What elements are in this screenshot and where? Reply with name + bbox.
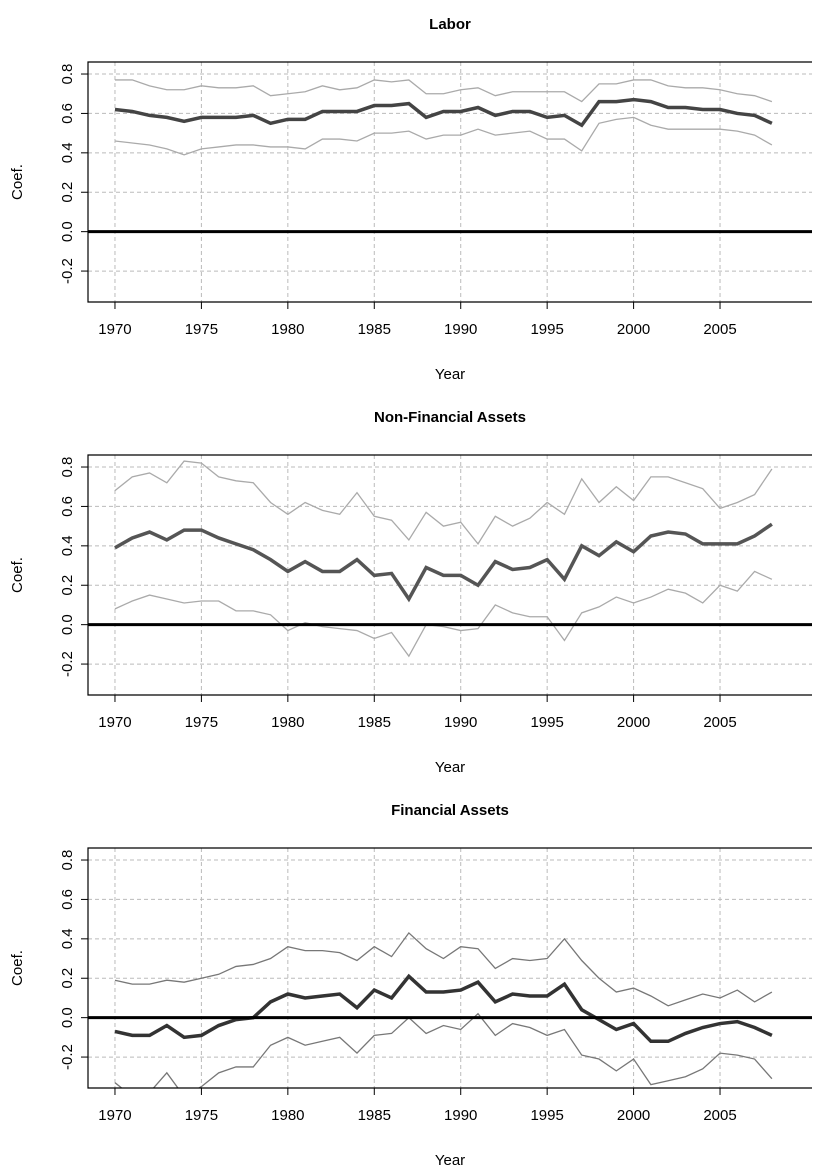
y-tick-label: 0.8 — [59, 850, 76, 871]
x-tick-label: 2000 — [617, 321, 650, 338]
x-tick-label: 1990 — [444, 714, 477, 731]
panel-title: Labor — [429, 16, 471, 33]
y-tick-label: 0.8 — [59, 457, 76, 478]
panel: Non-Financial Assets Year Coef. -0.2 0.0 0.2 0… — [9, 409, 812, 776]
x-tick-label: 1995 — [530, 1107, 563, 1124]
series-line — [114, 116, 773, 156]
y-tick-label: 0.6 — [59, 889, 76, 910]
y-tick-label: 0.0 — [59, 221, 76, 242]
x-tick-label: 1970 — [98, 1107, 131, 1124]
y-tick-label: 0.4 — [59, 535, 76, 556]
x-tick-label: 1990 — [444, 1107, 477, 1124]
panel: Labor Year Coef. -0.2 0.0 0.2 0.4 0.6 0.8 1970 197… — [9, 16, 812, 383]
panel-title: Non-Financial Assets — [374, 409, 526, 426]
y-tick-label: 0.0 — [59, 614, 76, 635]
y-axis-label: Coef. — [9, 164, 26, 200]
x-tick-label: 1980 — [271, 321, 304, 338]
y-tick-label: 0.8 — [59, 64, 76, 85]
y-tick-label: -0.2 — [59, 1044, 76, 1070]
y-tick-label: -0.2 — [59, 258, 76, 284]
panel: Financial Assets Year Coef. -0.2 0.0 0.2 0.4 0.… — [9, 802, 812, 1169]
plot-frame — [87, 847, 812, 1089]
x-axis-label: Year — [435, 1152, 465, 1169]
x-tick-label: 1995 — [530, 714, 563, 731]
x-tick-label: 1995 — [530, 321, 563, 338]
plot-frame — [87, 454, 812, 696]
x-tick-label: 1990 — [444, 321, 477, 338]
y-tick-label: 0.6 — [59, 103, 76, 124]
y-tick-label: 0.4 — [59, 928, 76, 949]
x-tick-label: 1980 — [271, 714, 304, 731]
y-tick-label: 0.2 — [59, 968, 76, 989]
y-tick-label: 0.0 — [59, 1007, 76, 1028]
x-axis-label: Year — [435, 366, 465, 383]
series-line — [114, 97, 773, 128]
x-tick-label: 2000 — [617, 714, 650, 731]
series-line — [114, 522, 773, 603]
series-line — [114, 973, 773, 1044]
x-axis-label: Year — [435, 759, 465, 776]
panel-title: Financial Assets — [391, 802, 509, 819]
series-line — [114, 570, 773, 658]
y-axis-label: Coef. — [9, 557, 26, 593]
y-tick-label: 0.2 — [59, 182, 76, 203]
y-tick-label: 0.4 — [59, 142, 76, 163]
y-tick-label: 0.6 — [59, 496, 76, 517]
series-line — [114, 1012, 773, 1088]
x-tick-label: 2005 — [703, 714, 736, 731]
plot-frame — [87, 61, 812, 303]
x-tick-label: 1970 — [98, 714, 131, 731]
x-tick-label: 1970 — [98, 321, 131, 338]
x-tick-label: 2005 — [703, 321, 736, 338]
x-tick-label: 1985 — [358, 321, 391, 338]
series-line — [114, 460, 773, 545]
series-line — [114, 79, 773, 103]
y-tick-label: -0.2 — [59, 651, 76, 677]
x-tick-label: 2005 — [703, 1107, 736, 1124]
x-tick-label: 1980 — [271, 1107, 304, 1124]
x-tick-label: 1975 — [185, 714, 218, 731]
x-tick-label: 1975 — [185, 321, 218, 338]
y-axis-label: Coef. — [9, 950, 26, 986]
y-tick-label: 0.2 — [59, 575, 76, 596]
x-tick-label: 1985 — [358, 714, 391, 731]
x-tick-label: 1975 — [185, 1107, 218, 1124]
x-tick-label: 2000 — [617, 1107, 650, 1124]
x-tick-label: 1985 — [358, 1107, 391, 1124]
series-line — [114, 931, 773, 1007]
